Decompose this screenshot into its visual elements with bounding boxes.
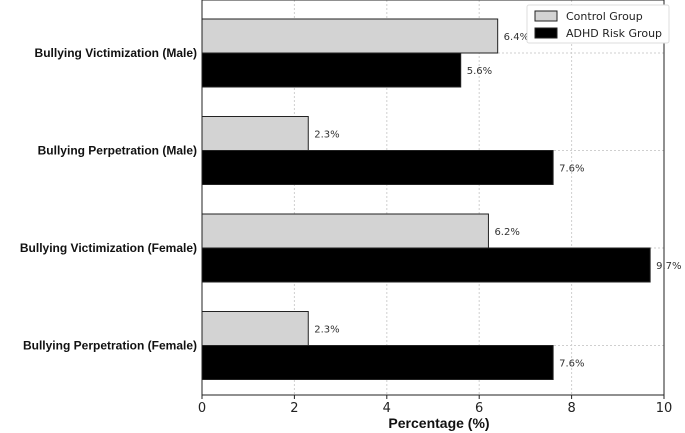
x-tick-label-10: 10: [656, 401, 673, 416]
bar-control-1: [201, 116, 309, 151]
value-label-adhd-2: 9.7%: [656, 261, 681, 272]
bar-control-0: [201, 18, 499, 54]
value-label-control-0: 6.4%: [504, 32, 529, 43]
value-labels: 6.4% 5.6% 2.3% 7.6% 6.2% 9.7% 2.3% 7.6%: [314, 32, 681, 370]
bar-adhd-3: [201, 345, 554, 380]
x-tick-label-2: 2: [290, 401, 298, 416]
x-axis-title: Percentage (%): [388, 415, 489, 431]
legend-label-adhd: ADHD Risk Group: [566, 27, 662, 40]
bar-control-2: [201, 213, 489, 249]
value-label-adhd-3: 7.6%: [559, 359, 584, 370]
value-label-control-2: 6.2%: [494, 227, 519, 238]
category-label-3: Bullying Perpetration (Female): [23, 339, 197, 353]
bar-control-3: [201, 311, 309, 346]
bar-adhd-0: [201, 52, 462, 88]
value-label-control-1: 2.3%: [314, 130, 339, 141]
x-tick-label-0: 0: [198, 401, 206, 416]
legend-label-control: Control Group: [566, 10, 643, 23]
category-label-0: Bullying Victimization (Male): [35, 46, 197, 60]
plot-frame: [201, 0, 665, 396]
legend-swatch-adhd: [534, 27, 558, 39]
legend: Control Group ADHD Risk Group: [526, 4, 670, 44]
category-labels: Bullying Victimization (Male) Bullying Pe…: [20, 46, 197, 353]
value-label-adhd-0: 5.6%: [467, 66, 492, 77]
x-tick-label-6: 6: [475, 401, 483, 416]
x-tick-label-4: 4: [383, 401, 391, 416]
bar-adhd-1: [201, 150, 554, 185]
x-axis-ticks: 0 2 4 6 8 10: [198, 395, 672, 416]
legend-frame: [526, 4, 670, 44]
bars: [201, 18, 651, 380]
category-label-1: Bullying Perpetration (Male): [38, 144, 197, 158]
value-label-adhd-1: 7.6%: [559, 164, 584, 175]
x-tick-label-8: 8: [567, 401, 575, 416]
value-label-control-3: 2.3%: [314, 325, 339, 336]
bar-adhd-2: [201, 247, 651, 283]
legend-swatch-control: [534, 10, 558, 22]
category-label-2: Bullying Victimization (Female): [20, 241, 197, 255]
